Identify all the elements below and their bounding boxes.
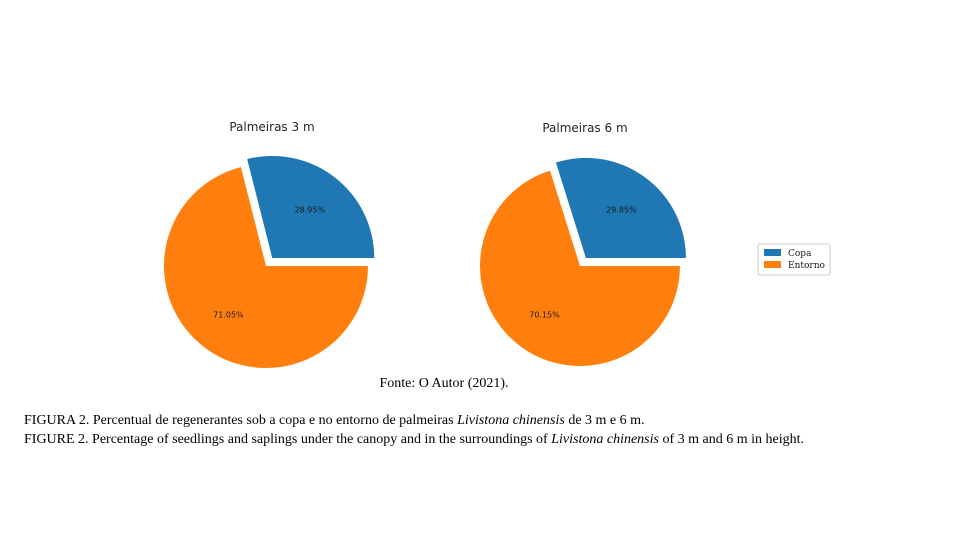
- caption-english: FIGURE 2. Percentage of seedlings and sa…: [24, 432, 804, 448]
- legend-swatch-copa: [764, 249, 781, 256]
- caption-portuguese: FIGURA 2. Percentual de regenerantes sob…: [24, 413, 645, 429]
- slice-entorno-3m: [163, 167, 368, 369]
- legend-swatch-entorno: [764, 261, 781, 268]
- slice-label-entorno-3m: 71.05%: [213, 310, 244, 319]
- slice-copa-6m: [555, 157, 686, 258]
- caption-pt-text-end: de 3 m e 6 m.: [564, 413, 645, 428]
- pie-chart-6m: Palmeiras 6 m 29.85% 70.15%: [479, 121, 686, 367]
- pie-title-3m: Palmeiras 3 m: [229, 120, 314, 134]
- legend: Copa Entorno: [757, 243, 831, 276]
- slice-label-copa-3m: 28.95%: [295, 206, 326, 215]
- caption-en-text-end: of 3 m and 6 m in height.: [658, 432, 805, 447]
- pie-chart-3m: Palmeiras 3 m 28.95% 71.05%: [163, 120, 375, 369]
- legend-label-entorno: Entorno: [788, 261, 825, 271]
- caption-pt-species: Livistona chinensis: [457, 413, 565, 428]
- slice-label-copa-6m: 29.85%: [606, 206, 637, 215]
- slice-entorno-6m: [479, 170, 680, 367]
- caption-pt-text-start: FIGURA 2. Percentual de regenerantes sob…: [24, 413, 458, 428]
- legend-label-copa: Copa: [788, 249, 812, 259]
- caption-en-text-start: FIGURE 2. Percentage of seedlings and sa…: [24, 432, 552, 447]
- pie-title-6m: Palmeiras 6 m: [542, 121, 627, 135]
- caption-en-species: Livistona chinensis: [551, 432, 659, 447]
- slice-copa-3m: [247, 155, 375, 258]
- slice-label-entorno-6m: 70.15%: [529, 310, 560, 319]
- figure-source: Fonte: O Autor (2021).: [379, 376, 509, 391]
